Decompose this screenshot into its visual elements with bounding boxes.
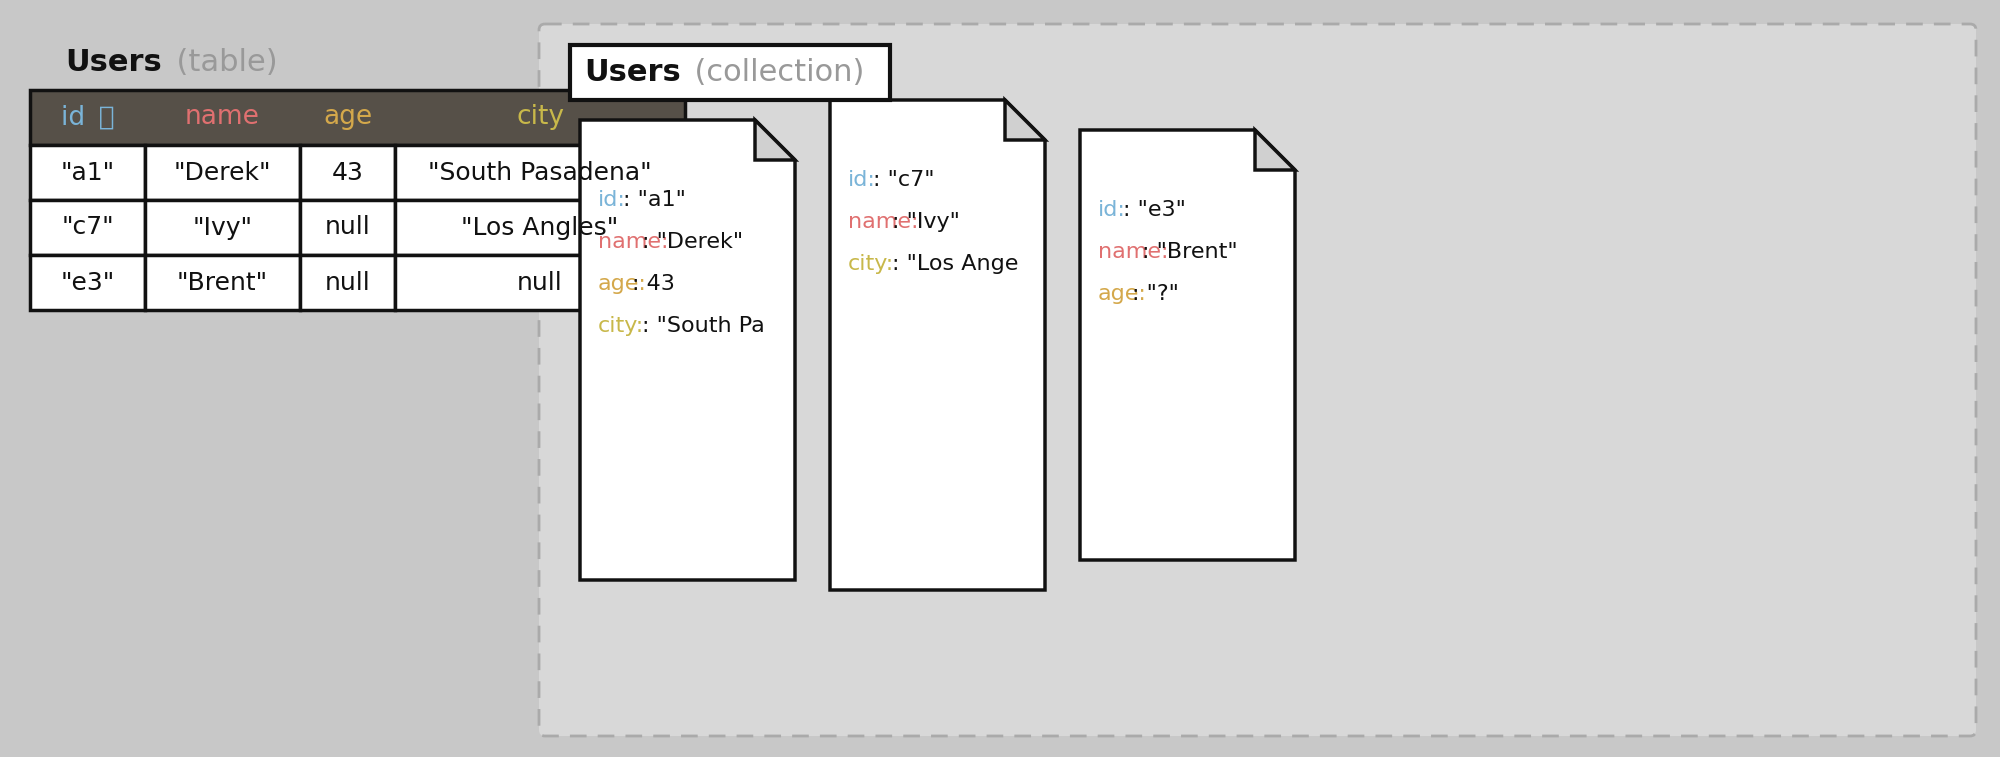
Text: "a1": "a1" xyxy=(60,160,114,185)
Bar xyxy=(300,145,396,200)
Polygon shape xyxy=(1006,100,1044,140)
Text: name: name xyxy=(186,104,260,130)
Text: : "c7": : "c7" xyxy=(872,170,934,190)
Text: "South Pasadena": "South Pasadena" xyxy=(428,160,652,185)
Bar xyxy=(144,255,300,310)
Text: Users: Users xyxy=(64,48,162,77)
Text: : "Ivy": : "Ivy" xyxy=(892,212,960,232)
Text: Users: Users xyxy=(584,58,680,87)
Text: id:: id: xyxy=(598,190,626,210)
Text: : "e3": : "e3" xyxy=(1124,200,1186,220)
Text: "Brent": "Brent" xyxy=(176,270,268,294)
Text: : "?": : "?" xyxy=(1132,284,1180,304)
Bar xyxy=(396,145,684,200)
Bar xyxy=(396,255,684,310)
Bar xyxy=(144,145,300,200)
Text: name:: name: xyxy=(598,232,668,252)
Text: age:: age: xyxy=(598,274,646,294)
Text: "Los Angles": "Los Angles" xyxy=(462,216,618,239)
Text: id  ⚿: id ⚿ xyxy=(60,104,114,130)
Text: "e3": "e3" xyxy=(60,270,114,294)
Text: null: null xyxy=(518,270,562,294)
Polygon shape xyxy=(830,100,1044,590)
Text: "Derek": "Derek" xyxy=(174,160,272,185)
Text: 43: 43 xyxy=(332,160,364,185)
Bar xyxy=(144,200,300,255)
Bar xyxy=(300,200,396,255)
Text: : "South Pa: : "South Pa xyxy=(642,316,764,336)
Bar xyxy=(30,255,144,310)
Text: city: city xyxy=(516,104,564,130)
Bar xyxy=(300,255,396,310)
Text: : "Derek": : "Derek" xyxy=(642,232,744,252)
Bar xyxy=(30,90,684,145)
Text: age: age xyxy=(322,104,372,130)
Text: name:: name: xyxy=(1098,242,1168,262)
Text: id:: id: xyxy=(1098,200,1126,220)
Text: (collection): (collection) xyxy=(676,58,864,87)
Bar xyxy=(30,200,144,255)
Text: "Ivy": "Ivy" xyxy=(192,216,252,239)
Text: : 43: : 43 xyxy=(632,274,676,294)
Text: : "Brent": : "Brent" xyxy=(1142,242,1238,262)
Bar xyxy=(396,200,684,255)
FancyBboxPatch shape xyxy=(540,24,1976,736)
Polygon shape xyxy=(756,120,796,160)
Text: city:: city: xyxy=(848,254,894,274)
Text: "c7": "c7" xyxy=(62,216,114,239)
Polygon shape xyxy=(1256,130,1296,170)
Text: city:: city: xyxy=(598,316,644,336)
Text: : "a1": : "a1" xyxy=(624,190,686,210)
Text: null: null xyxy=(324,270,370,294)
Text: age:: age: xyxy=(1098,284,1146,304)
Text: name:: name: xyxy=(848,212,918,232)
Text: id:: id: xyxy=(848,170,876,190)
Polygon shape xyxy=(580,120,796,580)
Text: (table): (table) xyxy=(156,48,278,77)
Bar xyxy=(30,145,144,200)
Polygon shape xyxy=(1080,130,1296,560)
Bar xyxy=(570,45,890,100)
Text: : "Los Ange: : "Los Ange xyxy=(892,254,1018,274)
Text: null: null xyxy=(324,216,370,239)
